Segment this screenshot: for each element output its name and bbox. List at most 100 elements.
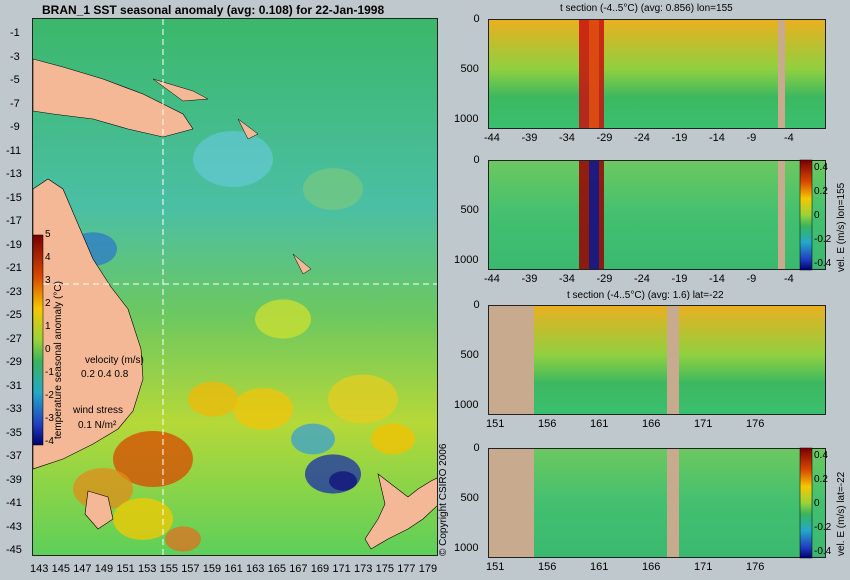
map-x-tick: 155 bbox=[159, 563, 178, 575]
section-x-tick: 151 bbox=[486, 418, 505, 430]
velocity-colorbar-tick: -0.2 bbox=[814, 522, 832, 533]
section-land bbox=[489, 449, 534, 557]
velocity-colorbar-tick: -0.4 bbox=[814, 258, 832, 269]
section-y-tick: 500 bbox=[460, 492, 479, 504]
map-x-tick: 157 bbox=[181, 563, 200, 575]
anomaly-blob bbox=[165, 526, 201, 552]
section-land bbox=[667, 449, 679, 557]
new-guinea-land bbox=[33, 58, 194, 138]
map-x-tick: 167 bbox=[289, 563, 308, 575]
velocity-colorbar bbox=[799, 159, 813, 271]
velocity-colorbar-tick: 0.4 bbox=[814, 162, 828, 173]
map-x-tick: 173 bbox=[354, 563, 373, 575]
colorbar-tick: 5 bbox=[45, 229, 51, 240]
map-x-tick: 151 bbox=[116, 563, 135, 575]
anomaly-blob bbox=[193, 131, 273, 187]
anomaly-blob bbox=[113, 498, 173, 540]
section-x-tick: 156 bbox=[538, 418, 557, 430]
section-heatmap bbox=[489, 161, 825, 269]
map-x-tick: 177 bbox=[397, 563, 416, 575]
anomaly-blob bbox=[113, 431, 193, 487]
velocity-colorbar-tick: -0.4 bbox=[814, 546, 832, 557]
section-y-tick: 1000 bbox=[454, 254, 479, 266]
colorbar-label: temperature seasonal anomaly (°C) bbox=[53, 281, 64, 439]
map-x-tick: 153 bbox=[138, 563, 157, 575]
map-y-tick: -45 bbox=[6, 544, 22, 556]
section-x-tick: -39 bbox=[521, 273, 538, 285]
section-y-tick: 500 bbox=[460, 349, 479, 361]
section-x-tick: -44 bbox=[484, 273, 500, 285]
map-x-tick: 161 bbox=[224, 563, 243, 575]
section-x-tick: -19 bbox=[671, 273, 688, 285]
panel3-plot bbox=[488, 305, 826, 415]
velocity-legend-values: 0.2 0.4 0.8 bbox=[81, 369, 129, 380]
velocity-colorbar-tick: 0.2 bbox=[814, 474, 828, 485]
map-y-tick: -43 bbox=[6, 520, 22, 533]
map-y-tick: -13 bbox=[6, 168, 22, 180]
map-x-tick: 159 bbox=[202, 563, 222, 575]
map-y-tick: -1 bbox=[10, 27, 20, 39]
map-y-tick: -15 bbox=[6, 191, 22, 204]
section-land bbox=[778, 20, 785, 128]
map-y-tick: -17 bbox=[6, 215, 22, 227]
map-x-tick: 163 bbox=[246, 563, 265, 575]
velocity-legend-label: velocity (m/s) bbox=[85, 355, 144, 366]
section-feature bbox=[589, 20, 599, 128]
colorbar-tick: 0 bbox=[45, 344, 51, 355]
section-heatmap bbox=[489, 449, 825, 557]
section-land bbox=[667, 306, 679, 414]
velocity-colorbar-tick: 0 bbox=[814, 498, 820, 509]
anomaly-blob bbox=[291, 423, 335, 455]
solomon-islands-land bbox=[237, 118, 259, 140]
map-colorbar bbox=[33, 234, 44, 446]
section-y-tick: 1000 bbox=[454, 113, 479, 125]
panel1-plot bbox=[488, 19, 826, 129]
panel2-plot bbox=[488, 160, 826, 270]
velocity-colorbar-tick: -0.2 bbox=[814, 234, 832, 245]
velocity-colorbar bbox=[799, 447, 813, 559]
colorbar-tick: 1 bbox=[45, 321, 51, 332]
section-x-tick: 176 bbox=[746, 418, 765, 430]
section-y-tick: 500 bbox=[460, 204, 479, 216]
section-x-tick: -44 bbox=[484, 132, 500, 144]
anomaly-blob bbox=[328, 374, 398, 424]
colorbar-tick: -1 bbox=[45, 367, 54, 378]
section-x-tick: -29 bbox=[596, 273, 613, 285]
map-y-tick: -25 bbox=[6, 309, 22, 321]
velocity-colorbar-tick: 0.4 bbox=[814, 450, 828, 461]
map-x-tick: 179 bbox=[418, 563, 438, 575]
panel4-plot bbox=[488, 448, 826, 558]
section-x-tick: 176 bbox=[746, 561, 765, 573]
anomaly-blob bbox=[188, 381, 238, 417]
section-x-tick: -14 bbox=[709, 132, 725, 144]
section-x-tick: -14 bbox=[709, 273, 725, 285]
section-x-tick: -9 bbox=[746, 273, 757, 285]
map-x-tick: 175 bbox=[375, 563, 394, 575]
map-x-tick: 145 bbox=[51, 563, 70, 575]
map-x-tick: 147 bbox=[73, 563, 92, 575]
section-x-tick: 156 bbox=[538, 561, 557, 573]
new-britain-land bbox=[152, 78, 209, 102]
section-y-tick: 1000 bbox=[454, 542, 479, 554]
section-land bbox=[489, 306, 534, 414]
anomaly-blob bbox=[255, 299, 311, 339]
map-y-tick: -11 bbox=[6, 144, 22, 157]
section-x-tick: 166 bbox=[642, 418, 661, 430]
map-x-tick: 143 bbox=[30, 563, 49, 575]
panel1-title: t section (-4..5°C) (avg: 0.856) lon=155 bbox=[560, 3, 733, 14]
section-y-tick: 1000 bbox=[454, 399, 479, 411]
map-x-tick: 149 bbox=[94, 563, 114, 575]
map-x-tick: 169 bbox=[310, 563, 330, 575]
colorbar-tick: -4 bbox=[45, 436, 54, 447]
anomaly-blob bbox=[233, 388, 293, 430]
section-y-tick: 0 bbox=[473, 154, 480, 166]
map-title: BRAN_1 SST seasonal anomaly (avg: 0.108)… bbox=[42, 3, 385, 17]
map-y-tick: -27 bbox=[6, 332, 22, 345]
map-y-tick: -31 bbox=[6, 379, 22, 392]
colorbar-tick: 2 bbox=[45, 298, 51, 309]
wind-legend-value: 0.1 N/m² bbox=[78, 420, 117, 431]
section-y-tick: 0 bbox=[473, 299, 480, 311]
section-x-tick: -4 bbox=[784, 132, 794, 144]
map-y-tick: -37 bbox=[6, 450, 22, 462]
map-y-tick: -5 bbox=[10, 74, 20, 86]
